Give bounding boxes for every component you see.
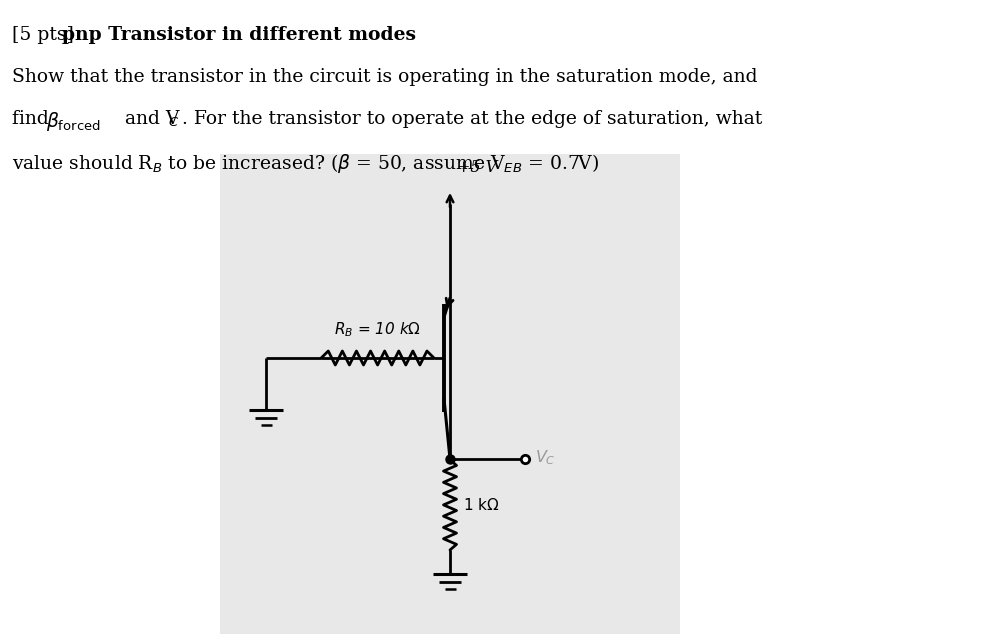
Text: $R_B$ = 10 k$\Omega$: $R_B$ = 10 k$\Omega$ [334, 320, 421, 339]
Text: Show that the transistor in the circuit is operating in the saturation mode, and: Show that the transistor in the circuit … [12, 68, 758, 86]
Text: $_C$: $_C$ [168, 110, 179, 129]
Text: [5 pts]: [5 pts] [12, 26, 80, 44]
Text: $\beta_{\mathregular{forced}}$: $\beta_{\mathregular{forced}}$ [46, 110, 101, 133]
Text: . For the transistor to operate at the edge of saturation, what: . For the transistor to operate at the e… [182, 110, 762, 128]
Bar [220, 154, 680, 634]
Text: +5 V: +5 V [457, 158, 497, 176]
Text: $V_C$: $V_C$ [535, 448, 556, 467]
Text: 1 k$\Omega$: 1 k$\Omega$ [463, 497, 500, 513]
Text: find: find [12, 110, 55, 128]
Text: and V: and V [119, 110, 179, 128]
Text: value should R$_B$ to be increased? ($\beta$ = 50, assume V$_{EB}$ = 0.7V): value should R$_B$ to be increased? ($\b… [12, 152, 599, 175]
Text: pnp Transistor in different modes: pnp Transistor in different modes [62, 26, 416, 44]
